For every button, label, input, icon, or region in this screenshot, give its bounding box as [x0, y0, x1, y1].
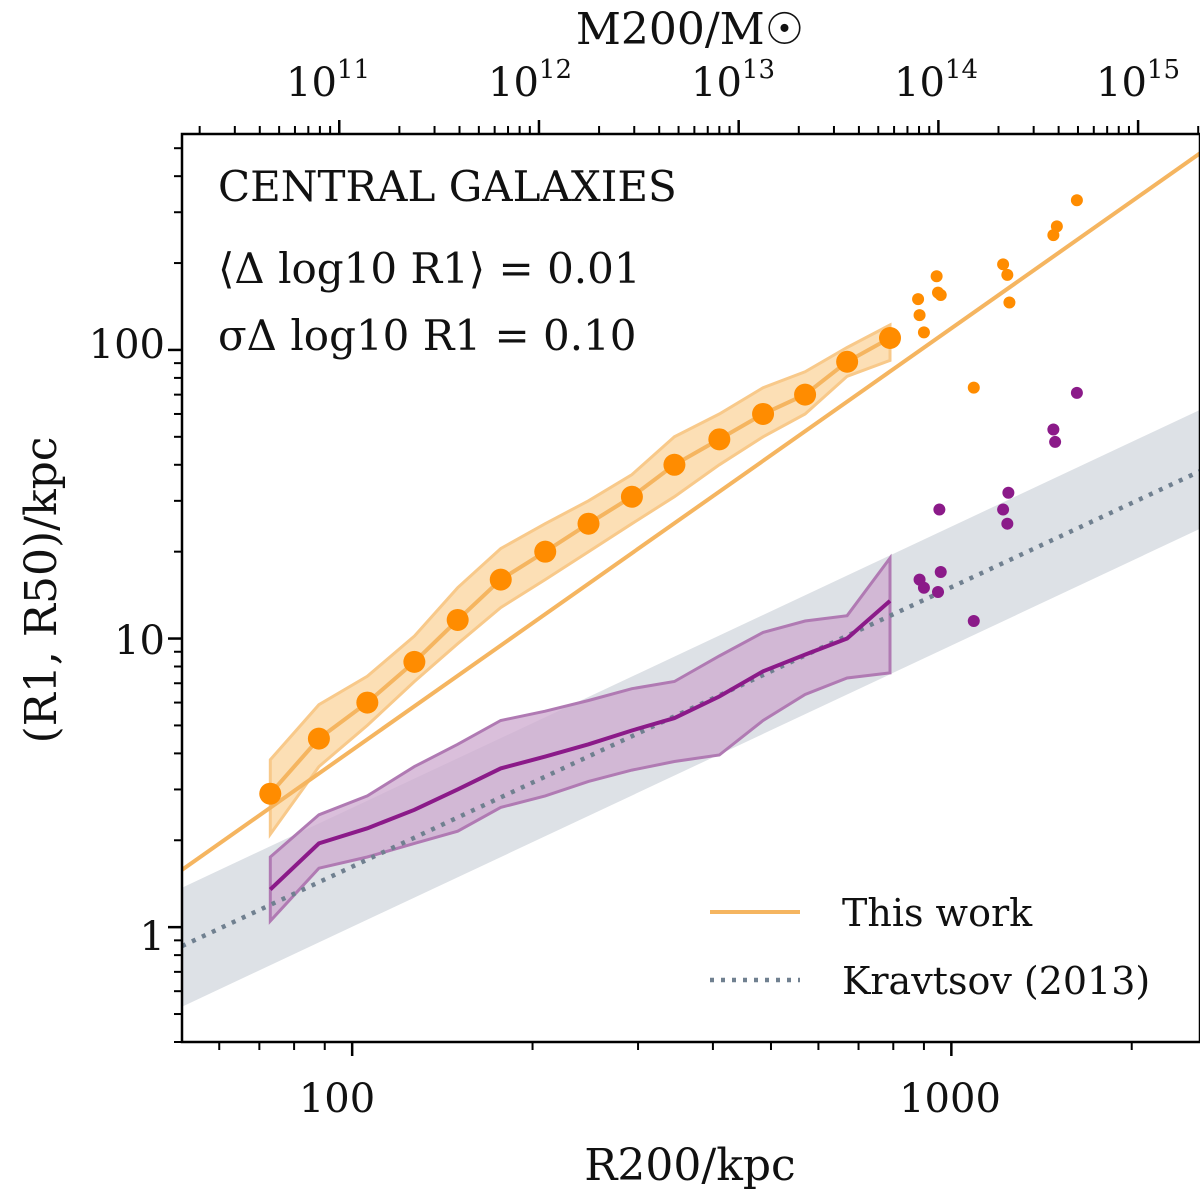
- r1-binned-point: [403, 650, 426, 673]
- r1-binned-point: [752, 402, 775, 425]
- r1-binned-point: [708, 428, 731, 451]
- r1-individual-point: [934, 289, 947, 302]
- top-tick-label-1e15: 1015: [1096, 55, 1180, 106]
- r1-binned-point: [879, 326, 902, 349]
- r1-binned-point: [259, 782, 282, 805]
- r1-binned-point: [794, 383, 817, 406]
- r50-individual-point: [932, 585, 945, 598]
- r50-individual-point: [1002, 486, 1015, 499]
- r1-individual-point: [967, 381, 980, 394]
- top-tick-label-1e12: 1012: [488, 55, 572, 106]
- plot-frame: [180, 132, 1200, 1044]
- r1-binned-point: [620, 485, 643, 508]
- legend-label-kravtsov: Kravtsov (2013): [842, 959, 1150, 1003]
- r1-individual-point: [917, 326, 930, 339]
- plot-area: [182, 151, 1200, 1007]
- r1-individual-point: [930, 270, 943, 283]
- r50-individual-point: [967, 615, 980, 628]
- top-tick-label-1e13: 1013: [691, 55, 775, 106]
- r1-binned-point: [534, 540, 557, 563]
- r50-percentile-band: [268, 553, 892, 925]
- r50-individual-point: [917, 581, 930, 594]
- r1-individual-point: [912, 293, 925, 306]
- y-tick-label-100: 100: [89, 322, 165, 368]
- r1-binned-point: [307, 727, 330, 750]
- r1-binned-point: [663, 453, 686, 476]
- y-tick-label-1: 1: [140, 914, 165, 960]
- annotation-title: CENTRAL GALAXIES: [218, 162, 677, 211]
- r50-individual-point: [1070, 386, 1083, 399]
- this-work-fit-line: [182, 151, 1200, 872]
- r50-individual-point: [1047, 423, 1060, 436]
- r1-percentile-band: [268, 322, 892, 839]
- top-tick-label-1e14: 1014: [894, 55, 978, 106]
- r50-individual-point: [934, 566, 947, 579]
- x-axis-title: R200/kpc: [584, 1140, 795, 1191]
- x-tick-label-100: 100: [299, 1076, 375, 1122]
- r1-binned-point: [356, 691, 379, 714]
- r1-individual-points: [912, 194, 1083, 394]
- annotation-sigma: σΔ log10 R1 = 0.10: [218, 311, 637, 360]
- r1-individual-point: [1050, 220, 1063, 233]
- r1-individual-point: [1070, 194, 1083, 207]
- r50-median-line: [268, 599, 892, 891]
- r1-individual-point: [997, 258, 1010, 271]
- legend-label-this-work: This work: [842, 891, 1033, 935]
- y-tick-label-10: 10: [114, 618, 165, 664]
- y-axis-title: (R1, R50)/kpc: [16, 437, 67, 744]
- r1-individual-point: [1001, 268, 1014, 281]
- legend: This work Kravtsov (2013): [710, 891, 1150, 1003]
- r1-binned-point: [446, 608, 469, 631]
- r50-individual-point: [933, 503, 946, 516]
- r50-individual-point: [997, 503, 1010, 516]
- annotation-mean-offset: ⟨Δ log10 R1⟩ = 0.01: [218, 244, 641, 293]
- r1-binned-point: [836, 350, 859, 373]
- r50-individual-point: [1049, 435, 1062, 448]
- top-axis-title: M200/M☉: [576, 4, 804, 55]
- x-tick-label-1000: 1000: [899, 1076, 1001, 1122]
- top-tick-label-1e11: 1011: [286, 55, 370, 106]
- r1-individual-point: [913, 309, 926, 322]
- r50-individual-point: [1001, 517, 1014, 530]
- r1-binned-points: [259, 326, 902, 805]
- r50-individual-points: [913, 386, 1083, 628]
- axis-ticks: [168, 120, 1200, 1056]
- r1-individual-point: [1003, 296, 1016, 309]
- r1-binned-point: [489, 568, 512, 591]
- r1-binned-point: [577, 512, 600, 535]
